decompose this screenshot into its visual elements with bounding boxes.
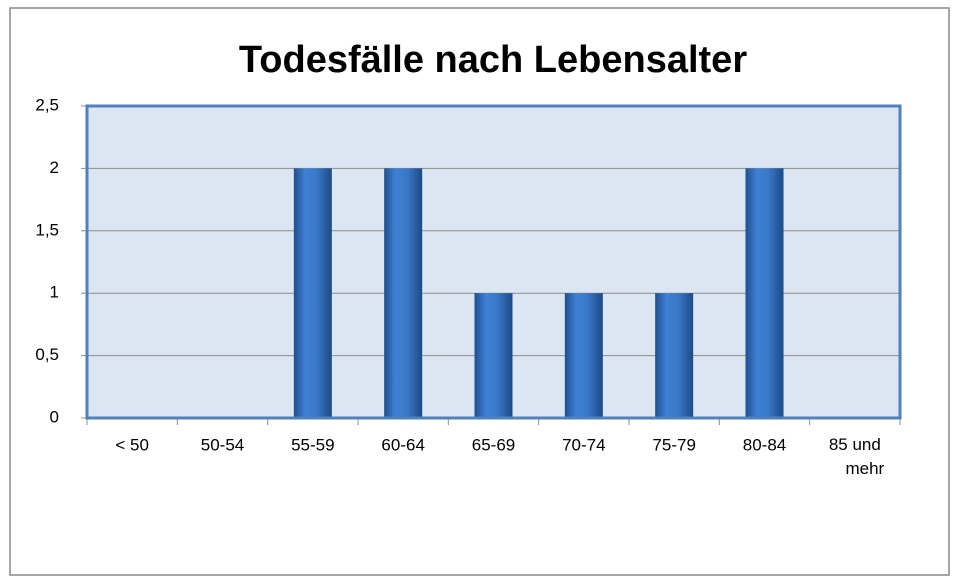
bar bbox=[745, 168, 784, 418]
bar bbox=[655, 293, 694, 418]
x-tick-label: 75-79 bbox=[652, 435, 695, 454]
x-tick-label: 65-69 bbox=[472, 435, 515, 454]
bar bbox=[384, 168, 423, 418]
x-tick-label: 55-59 bbox=[291, 435, 334, 454]
y-tick-label: 0,5 bbox=[35, 345, 59, 364]
x-tick-label: 85 und mehr bbox=[829, 435, 885, 478]
y-tick-label: 1,5 bbox=[35, 220, 59, 239]
plot-border bbox=[85, 104, 902, 420]
y-tick-label: 0 bbox=[50, 407, 59, 426]
x-tick-label: < 50 bbox=[115, 435, 149, 454]
bar bbox=[564, 293, 603, 418]
x-tick-label: 60-64 bbox=[381, 435, 424, 454]
y-tick-label: 2 bbox=[50, 158, 59, 177]
bar bbox=[293, 168, 332, 418]
chart-title: Todesfälle nach Lebensalter bbox=[239, 39, 747, 81]
x-tick-label: 50-54 bbox=[201, 435, 244, 454]
bar bbox=[474, 293, 513, 418]
y-tick-label: 2,5 bbox=[35, 95, 59, 114]
y-tick-label: 1 bbox=[50, 283, 59, 302]
x-tick-label: 80-84 bbox=[743, 435, 786, 454]
x-tick-label: 70-74 bbox=[562, 435, 605, 454]
